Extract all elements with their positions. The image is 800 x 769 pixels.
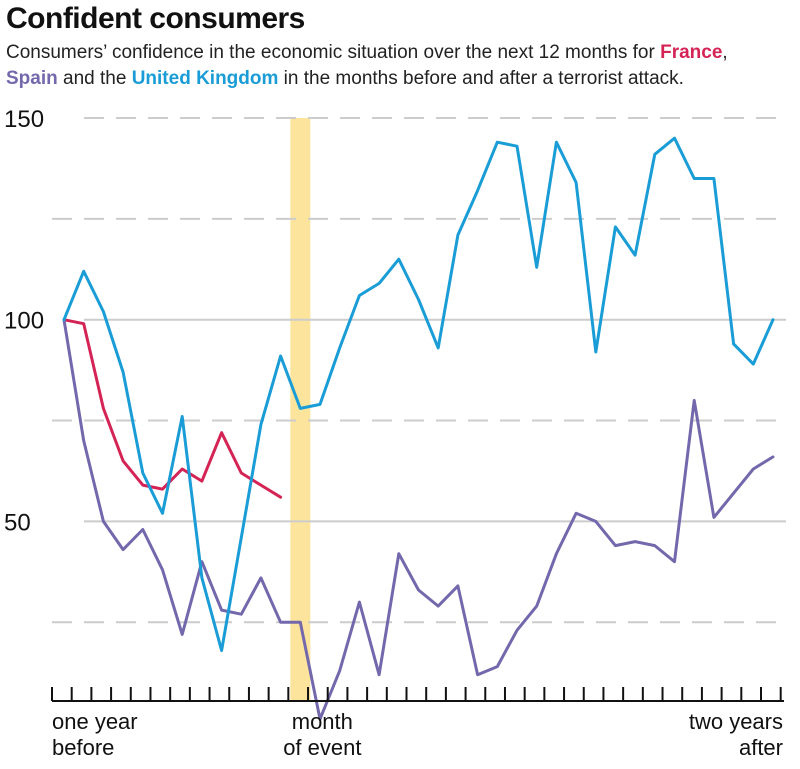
series-line-spain (62, 318, 775, 721)
chart-title: Confident consumers (6, 2, 305, 35)
series-line-uk (62, 136, 775, 652)
x-label-after: after (739, 735, 783, 760)
y-tick-label: 150 (4, 106, 44, 133)
subtitle-uk: United Kingdom (131, 68, 279, 89)
y-tick-label: 100 (4, 308, 44, 335)
x-label-of-event: of event (283, 735, 361, 760)
subtitle-text-4: in the months before and after a terrori… (278, 68, 684, 89)
x-label-month: month (292, 709, 353, 734)
subtitle-spain: Spain (6, 68, 58, 89)
x-label-one-year: one year (52, 709, 138, 734)
subtitle-france: France (660, 42, 723, 63)
subtitle-text-3: and the (57, 68, 132, 89)
x-label-two-years: two years (689, 709, 783, 734)
subtitle-text-2: , (722, 42, 728, 63)
chart-subtitle: Consumers’ confidence in the economic si… (6, 40, 798, 92)
series-line-france (62, 318, 283, 499)
y-tick-label: 50 (4, 509, 31, 536)
x-label-before: before (52, 735, 114, 760)
subtitle-text-1: Consumers’ confidence in the economic si… (6, 42, 661, 63)
